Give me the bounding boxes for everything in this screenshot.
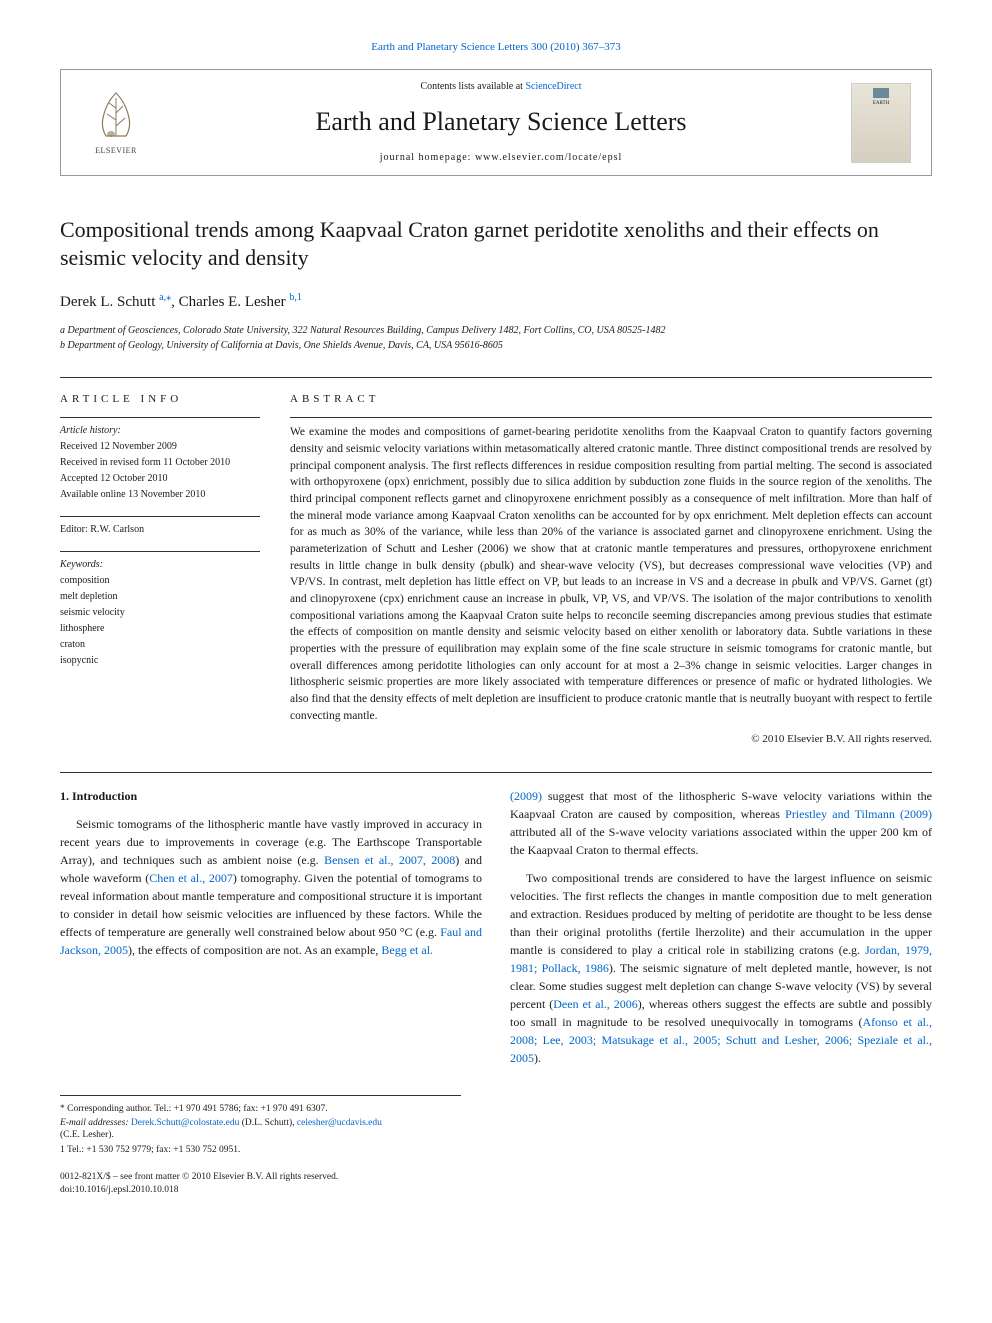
keyword: lithosphere <box>60 622 260 636</box>
doi-line: doi:10.1016/j.epsl.2010.10.018 <box>60 1184 932 1197</box>
p2-text-b: attributed all of the S-wave velocity va… <box>510 825 932 857</box>
journal-ref-anchor[interactable]: Earth and Planetary Science Letters 300 … <box>371 41 621 53</box>
corresponding-author: * Corresponding author. Tel.: +1 970 491… <box>60 1102 461 1116</box>
author-list: Derek L. Schutt a,⁎, Charles E. Lesher b… <box>60 291 932 313</box>
cover-title: EARTH <box>873 100 889 107</box>
article-title: Compositional trends among Kaapvaal Crat… <box>60 216 932 273</box>
history-received: Received 12 November 2009 <box>60 440 260 454</box>
p1-text-d: ), the effects of composition are not. A… <box>128 943 381 957</box>
body-col-right: (2009) suggest that most of the lithosph… <box>510 787 932 1077</box>
ref-begg[interactable]: Begg et al. <box>381 943 433 957</box>
keywords-block: Keywords: composition melt depletion sei… <box>60 551 260 668</box>
cover-flag-icon <box>873 88 889 98</box>
homepage-line: journal homepage: www.elsevier.com/locat… <box>151 151 851 165</box>
author-2-affil: b,1 <box>289 292 302 303</box>
author-2: , Charles E. Lesher <box>171 294 289 310</box>
intro-para-1: Seismic tomograms of the lithospheric ma… <box>60 815 482 959</box>
abstract-heading: ABSTRACT <box>290 392 932 407</box>
abstract-text: We examine the modes and compositions of… <box>290 417 932 724</box>
article-info-heading: ARTICLE INFO <box>60 392 260 407</box>
history-online: Available online 13 November 2010 <box>60 488 260 502</box>
keyword: isopycnic <box>60 654 260 668</box>
keywords-label: Keywords: <box>60 558 260 572</box>
elsevier-logo: ELSEVIER <box>81 83 151 163</box>
contents-prefix: Contents lists available at <box>420 81 525 92</box>
ref-chen[interactable]: Chen et al., 2007 <box>149 871 233 885</box>
keyword: composition <box>60 574 260 588</box>
body-col-left: 1. Introduction Seismic tomograms of the… <box>60 787 482 1077</box>
ref-priestley[interactable]: Priestley and Tilmann (2009) <box>785 807 932 821</box>
body-columns: 1. Introduction Seismic tomograms of the… <box>60 772 932 1077</box>
affiliations: a Department of Geosciences, Colorado St… <box>60 323 932 353</box>
abstract-col: ABSTRACT We examine the modes and compos… <box>290 392 932 748</box>
intro-para-3: Two compositional trends are considered … <box>510 869 932 1067</box>
sciencedirect-link[interactable]: ScienceDirect <box>525 81 581 92</box>
history-revised: Received in revised form 11 October 2010 <box>60 456 260 470</box>
email1-who: (D.L. Schutt), <box>239 1118 297 1128</box>
journal-ref-link[interactable]: Earth and Planetary Science Letters 300 … <box>60 40 932 55</box>
issn-line: 0012-821X/$ – see front matter © 2010 El… <box>60 1171 932 1184</box>
keyword: seismic velocity <box>60 606 260 620</box>
keyword: melt depletion <box>60 590 260 604</box>
history-accepted: Accepted 12 October 2010 <box>60 472 260 486</box>
contents-line: Contents lists available at ScienceDirec… <box>151 80 851 94</box>
email-schutt[interactable]: Derek.Schutt@colostate.edu <box>131 1118 239 1128</box>
author-1: Derek L. Schutt <box>60 294 159 310</box>
affiliation-b: b Department of Geology, University of C… <box>60 338 932 353</box>
editor-block: Editor: R.W. Carlson <box>60 516 260 537</box>
p3-text-d: ). <box>534 1051 541 1065</box>
email-lesher[interactable]: celesher@ucdavis.edu <box>297 1118 382 1128</box>
keyword: craton <box>60 638 260 652</box>
footnotes: * Corresponding author. Tel.: +1 970 491… <box>60 1095 461 1157</box>
email2-who: (C.E. Lesher). <box>60 1128 461 1142</box>
affiliation-a: a Department of Geosciences, Colorado St… <box>60 323 932 338</box>
homepage-url: www.elsevier.com/locate/epsl <box>475 152 622 163</box>
bottom-meta: 0012-821X/$ – see front matter © 2010 El… <box>60 1171 932 1198</box>
article-info-col: ARTICLE INFO Article history: Received 1… <box>60 392 260 748</box>
history-label: Article history: <box>60 424 260 438</box>
footnote-1: 1 Tel.: +1 530 752 9779; fax: +1 530 752… <box>60 1143 461 1157</box>
elsevier-tree-icon <box>91 88 141 143</box>
elsevier-label: ELSEVIER <box>95 145 137 156</box>
journal-header: ELSEVIER Contents lists available at Sci… <box>60 69 932 175</box>
journal-title: Earth and Planetary Science Letters <box>151 104 851 140</box>
abstract-copyright: © 2010 Elsevier B.V. All rights reserved… <box>290 732 932 747</box>
ref-bensen[interactable]: Bensen et al., 2007, 2008 <box>324 853 455 867</box>
email-label: E-mail addresses: <box>60 1118 131 1128</box>
ref-begg-2009[interactable]: (2009) <box>510 789 542 803</box>
ref-deen[interactable]: Deen et al., 2006 <box>553 997 638 1011</box>
header-center: Contents lists available at ScienceDirec… <box>151 80 851 164</box>
section-heading-intro: 1. Introduction <box>60 787 482 805</box>
journal-cover-thumb: EARTH <box>851 83 911 163</box>
editor-name: Editor: R.W. Carlson <box>60 523 260 537</box>
homepage-prefix: journal homepage: <box>380 152 475 163</box>
intro-para-2: (2009) suggest that most of the lithosph… <box>510 787 932 859</box>
article-history: Article history: Received 12 November 20… <box>60 417 260 502</box>
